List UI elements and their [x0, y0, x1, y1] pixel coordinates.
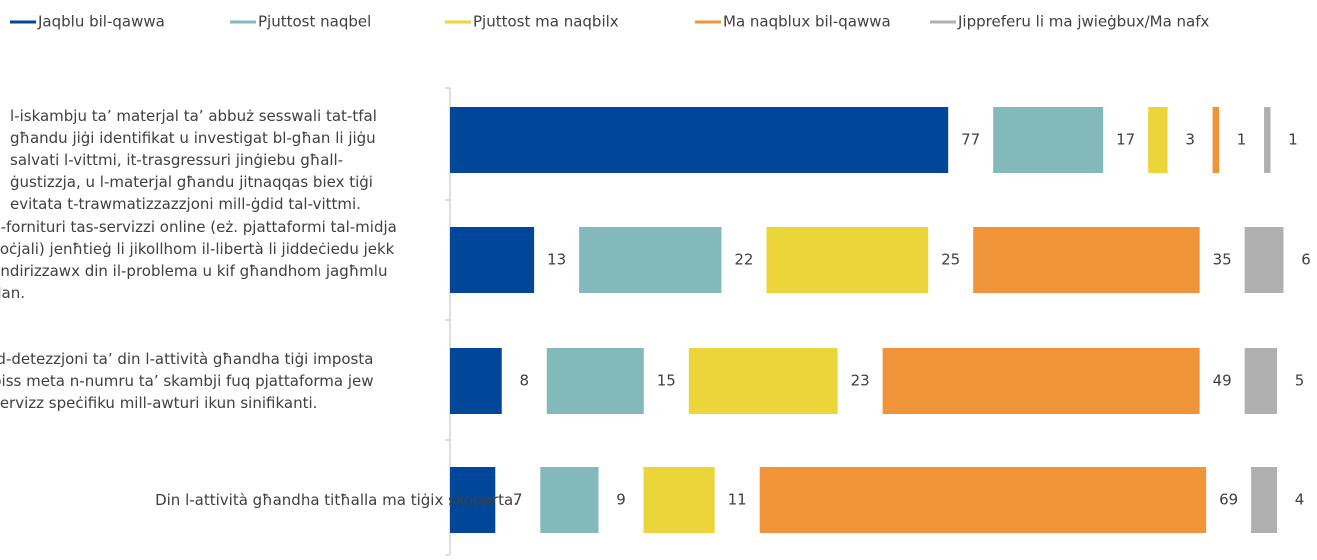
- value-label: 77: [961, 131, 980, 149]
- category-label: Id-detezzjoni ta’ din l-attività għandha…: [0, 350, 374, 412]
- bar-segment: [450, 348, 502, 414]
- category-label: l-iskambju ta’ materjal ta’ abbuż sesswa…: [10, 107, 377, 213]
- value-label: 6: [1301, 251, 1311, 269]
- value-label: 13: [547, 251, 566, 269]
- category-label: Din l-attività għandha titħalla ma tiġix…: [155, 491, 518, 509]
- bar-segment: [973, 227, 1200, 293]
- bar-segment: [540, 467, 599, 533]
- bar-segment: [1264, 107, 1271, 173]
- bar-segment: [643, 467, 715, 533]
- category-label: Il-fornituri tas-servizzi online (eż. pj…: [0, 218, 397, 302]
- bar-segment: [688, 348, 838, 414]
- value-label: 11: [728, 491, 747, 509]
- value-label: 5: [1295, 372, 1305, 390]
- value-label: 69: [1219, 491, 1238, 509]
- value-label: 1: [1237, 131, 1247, 149]
- bar-segment: [1244, 227, 1284, 293]
- bar-segment: [546, 348, 644, 414]
- bar-segment: [1212, 107, 1220, 173]
- bar-segment: [1251, 467, 1277, 533]
- legend-label: Jippreferu li ma jwieġbux/Ma nafx: [957, 13, 1210, 31]
- value-label: 15: [657, 372, 676, 390]
- value-label: 4: [1295, 491, 1305, 509]
- bar-segment: [450, 227, 535, 293]
- value-label: 3: [1185, 131, 1195, 149]
- value-label: 22: [734, 251, 753, 269]
- bar-segment: [1148, 107, 1168, 173]
- bar-segment: [882, 348, 1200, 414]
- value-label: 17: [1116, 131, 1135, 149]
- bar-segment: [450, 467, 496, 533]
- bar-segment: [1244, 348, 1277, 414]
- value-label: 9: [616, 491, 626, 509]
- legend-label: Jaqblu bil-qawwa: [37, 13, 165, 31]
- value-label: 25: [941, 251, 960, 269]
- bar-segment: [766, 227, 929, 293]
- value-label: 8: [519, 372, 529, 390]
- legend-label: Pjuttost ma naqbilx: [473, 13, 619, 31]
- value-label: 7: [513, 491, 523, 509]
- legend-label: Pjuttost naqbel: [258, 13, 371, 31]
- value-label: 1: [1288, 131, 1298, 149]
- value-label: 23: [851, 372, 870, 390]
- value-label: 49: [1213, 372, 1232, 390]
- bar-segment: [759, 467, 1207, 533]
- bar-segment: [579, 227, 722, 293]
- bar-segment: [993, 107, 1104, 173]
- bar-segment: [450, 107, 949, 173]
- value-label: 35: [1213, 251, 1232, 269]
- legend-label: Ma naqblux bil-qawwa: [723, 13, 891, 31]
